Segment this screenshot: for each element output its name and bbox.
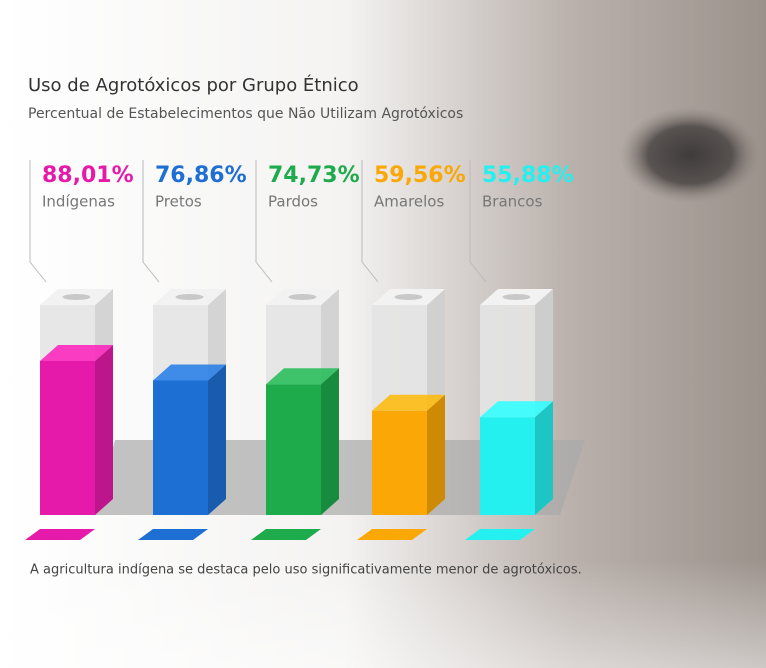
bar-top [372, 394, 445, 411]
base-swatch [251, 529, 321, 540]
tube-hole [175, 294, 204, 300]
bar-side [95, 344, 113, 515]
base-swatch [465, 529, 535, 540]
leader-line [469, 160, 487, 283]
chart-title: Uso de Agrotóxicos por Grupo Étnico [28, 74, 359, 96]
leader-line [142, 160, 160, 283]
bar-side [321, 368, 339, 515]
bar-top [266, 368, 339, 385]
bar-side [427, 394, 445, 515]
base-swatch [357, 529, 427, 540]
bar [153, 364, 226, 515]
bar-front [153, 380, 208, 515]
tube-hole [394, 294, 423, 300]
category-label: Pretos [155, 193, 202, 211]
chart-subtitle: Percentual de Estabelecimentos que Não U… [28, 106, 463, 122]
leader-line [29, 160, 47, 283]
base-swatch [25, 529, 95, 540]
category-label: Brancos [482, 193, 543, 211]
value-label: 59,56% [374, 163, 466, 188]
background-fade [0, 560, 766, 668]
leader-line [361, 160, 379, 283]
base-swatch [138, 529, 208, 540]
tube-hole [62, 294, 91, 300]
value-label: 88,01% [42, 163, 134, 188]
bars: 88,01% Indígenas 76,86% Pretos 74,73% Pardos 5… [25, 160, 574, 540]
bar-top [480, 401, 553, 418]
bar [480, 401, 553, 515]
tube-hole [288, 294, 317, 300]
value-label: 76,86% [155, 163, 247, 188]
annotation: A agricultura indígena se destaca pelo u… [30, 563, 582, 578]
bar-front [40, 360, 95, 515]
bar-top [153, 364, 226, 381]
bar-front [372, 410, 427, 515]
bar [40, 344, 113, 515]
bar-side [535, 401, 553, 515]
value-label: 55,88% [482, 163, 574, 188]
leader-line [255, 160, 273, 283]
tube-hole [502, 294, 531, 300]
bar-front [266, 384, 321, 515]
category-label: Pardos [268, 193, 318, 211]
value-label: 74,73% [268, 163, 360, 188]
bar-side [208, 364, 226, 515]
background-eye [620, 107, 760, 203]
bar-top [40, 344, 113, 361]
bar [266, 368, 339, 515]
category-label: Amarelos [374, 193, 444, 211]
bar [372, 394, 445, 515]
bar-front [480, 417, 535, 515]
category-label: Indígenas [42, 193, 115, 211]
